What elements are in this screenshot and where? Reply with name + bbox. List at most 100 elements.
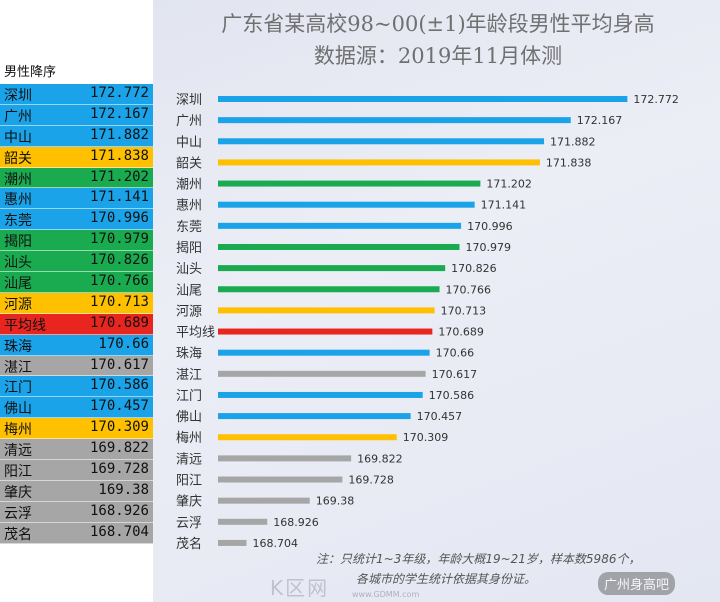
bar — [218, 391, 423, 398]
category-label: 惠州 — [176, 199, 202, 214]
bar — [218, 370, 426, 377]
bar — [218, 349, 430, 356]
watermark-site-logo: K区网 — [270, 576, 330, 600]
chart-subtitle: 数据源：2019年11月体测 — [313, 44, 563, 68]
ranking-city: 汕头 — [4, 255, 32, 272]
ranking-city: 韶关 — [4, 150, 32, 167]
category-label: 江门 — [176, 389, 202, 404]
ranking-row: 茂名 168.704 — [0, 522, 153, 544]
category-label: 平均线 — [176, 326, 215, 341]
bar — [218, 180, 481, 187]
ranking-value: 170.766 — [89, 273, 149, 290]
ranking-city: 江门 — [4, 380, 32, 397]
ranking-value: 170.66 — [98, 335, 149, 352]
ranking-city: 茂名 — [4, 526, 32, 543]
category-label: 清远 — [176, 452, 202, 467]
category-label: 云浮 — [176, 516, 202, 531]
ranking-value: 172.772 — [89, 85, 149, 101]
category-label: 梅州 — [176, 431, 202, 446]
ranking-row: 韶关 171.838 — [0, 146, 153, 168]
bar-value-label: 168.926 — [273, 516, 319, 529]
ranking-value: 170.309 — [89, 419, 149, 436]
ranking-row: 中山 171.882 — [0, 125, 153, 147]
bar — [218, 476, 343, 483]
bar-value-label: 172.167 — [577, 114, 623, 127]
bar — [218, 518, 268, 525]
footnote-line-1: 注：只统计1~3年级，年龄大概19~21岁，样本数5986个， — [316, 552, 641, 566]
ranking-value: 171.141 — [89, 189, 149, 206]
ranking-row: 清远 169.822 — [0, 439, 153, 461]
bar-value-label: 171.838 — [546, 156, 592, 169]
ranking-value: 170.689 — [89, 314, 149, 331]
bar — [218, 413, 411, 420]
ranking-value: 170.457 — [89, 398, 149, 415]
ranking-value: 170.713 — [89, 293, 149, 310]
bar-value-label: 169.38 — [316, 495, 355, 508]
ranking-city: 中山 — [4, 129, 32, 146]
ranking-row: 佛山 170.457 — [0, 397, 153, 419]
ranking-city: 惠州 — [4, 192, 32, 209]
bar-value-label: 170.826 — [451, 262, 497, 275]
category-label: 珠海 — [176, 347, 202, 362]
ranking-row: 江门 170.586 — [0, 376, 153, 398]
bar — [218, 265, 446, 272]
bar-value-label: 169.728 — [348, 474, 394, 487]
ranking-value: 168.926 — [89, 502, 149, 519]
ranking-row: 肇庆 169.38 — [0, 480, 153, 502]
bar-value-label: 170.979 — [465, 241, 511, 254]
category-label: 深圳 — [176, 93, 202, 108]
bar-value-label: 169.822 — [357, 452, 403, 465]
ranking-row: 云浮 168.926 — [0, 501, 153, 523]
bar-value-label: 171.882 — [550, 135, 596, 148]
category-label: 茂名 — [176, 536, 202, 552]
ranking-row: 深圳 172.772 — [0, 84, 153, 105]
ranking-value: 170.617 — [89, 356, 149, 373]
bar-value-label: 170.766 — [446, 283, 492, 296]
bar-value-label: 170.457 — [417, 410, 463, 423]
ranking-value: 170.996 — [89, 210, 149, 227]
ranking-row: 广州 172.167 — [0, 104, 153, 126]
bar — [218, 138, 545, 145]
bar-value-label: 168.704 — [252, 537, 298, 550]
bar — [218, 307, 435, 314]
ranking-city: 湛江 — [4, 359, 32, 376]
ranking-value: 170.826 — [89, 252, 149, 269]
bar — [218, 222, 462, 229]
ranking-value: 170.979 — [89, 231, 149, 248]
bar-value-label: 170.617 — [432, 368, 478, 381]
ranking-city: 梅州 — [4, 422, 32, 439]
category-label: 中山 — [176, 135, 202, 150]
bar — [218, 434, 397, 441]
ranking-value: 171.838 — [89, 147, 149, 164]
bar-value-label: 170.689 — [438, 326, 484, 339]
category-label: 河源 — [176, 304, 202, 319]
watermark-account: 广州身高吧 — [598, 572, 676, 595]
ranking-city: 平均线 — [4, 317, 46, 334]
ranking-value: 170.586 — [89, 377, 149, 394]
ranking-city: 佛山 — [4, 401, 32, 418]
category-label: 湛江 — [176, 368, 202, 383]
ranking-row: 汕头 170.826 — [0, 251, 153, 273]
ranking-city: 潮州 — [4, 171, 32, 188]
ranking-value: 171.202 — [89, 168, 149, 185]
category-label: 汕尾 — [176, 283, 202, 298]
ranking-city: 广州 — [4, 108, 32, 125]
ranking-row: 珠海 170.66 — [0, 334, 153, 356]
ranking-row: 湛江 170.617 — [0, 355, 153, 377]
ranking-value: 171.882 — [89, 126, 149, 143]
bar-value-label: 170.713 — [441, 304, 487, 317]
bar — [218, 159, 540, 166]
watermark-url: www.GDMM.com — [352, 590, 420, 599]
category-label: 韶关 — [176, 155, 202, 171]
ranking-city: 汕尾 — [4, 276, 32, 293]
ranking-row: 揭阳 170.979 — [0, 230, 153, 252]
footnote-line-2: 各城市的学生统计依据其身份证。 — [356, 572, 537, 586]
ranking-city: 清远 — [4, 443, 32, 460]
ranking-value: 169.822 — [89, 440, 149, 457]
bar — [218, 455, 352, 462]
bar — [218, 539, 247, 546]
bar-value-label: 170.66 — [436, 347, 475, 360]
bar — [218, 328, 433, 335]
bar — [218, 243, 460, 250]
